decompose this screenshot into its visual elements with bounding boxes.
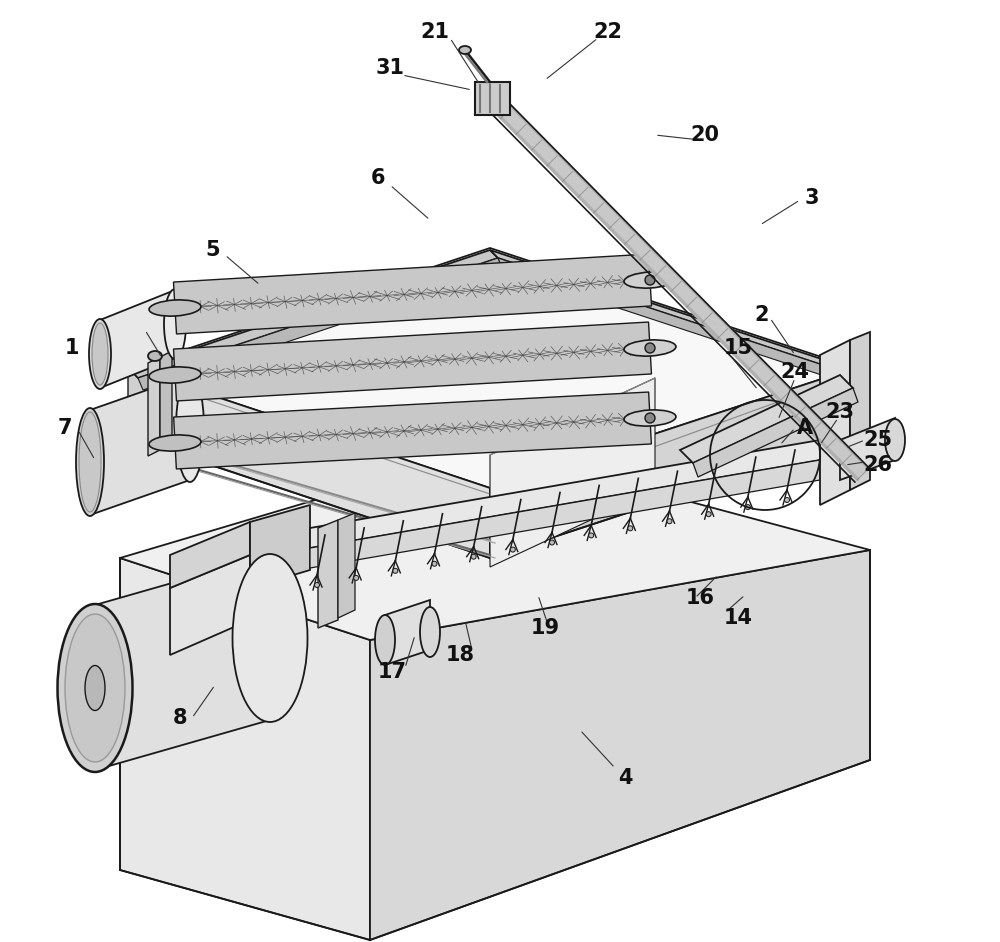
Polygon shape	[128, 360, 145, 455]
Ellipse shape	[393, 568, 398, 574]
Ellipse shape	[550, 540, 554, 545]
Ellipse shape	[745, 505, 750, 510]
Polygon shape	[138, 258, 503, 390]
Polygon shape	[310, 460, 820, 568]
Polygon shape	[120, 448, 870, 640]
Ellipse shape	[176, 374, 204, 482]
Ellipse shape	[459, 46, 471, 54]
Polygon shape	[680, 375, 853, 463]
Ellipse shape	[885, 419, 905, 461]
Text: 20: 20	[690, 125, 720, 145]
Ellipse shape	[624, 272, 676, 288]
Ellipse shape	[85, 665, 105, 710]
Ellipse shape	[471, 554, 476, 560]
Text: 24: 24	[780, 362, 810, 382]
Text: 5: 5	[206, 240, 220, 260]
Ellipse shape	[510, 547, 515, 552]
Text: 22: 22	[594, 22, 622, 42]
Ellipse shape	[232, 554, 308, 722]
Polygon shape	[840, 360, 857, 455]
Text: 3: 3	[805, 188, 819, 208]
Text: 26: 26	[864, 455, 893, 475]
Ellipse shape	[624, 410, 676, 426]
Ellipse shape	[354, 576, 359, 580]
Text: 2: 2	[755, 305, 769, 325]
Ellipse shape	[76, 408, 104, 516]
Polygon shape	[693, 388, 858, 477]
Ellipse shape	[624, 340, 676, 356]
Polygon shape	[174, 392, 651, 469]
Ellipse shape	[645, 343, 655, 353]
Ellipse shape	[667, 519, 672, 524]
Ellipse shape	[79, 412, 101, 512]
Polygon shape	[370, 550, 870, 940]
Ellipse shape	[314, 582, 320, 588]
Ellipse shape	[149, 366, 201, 383]
Polygon shape	[160, 351, 172, 450]
Polygon shape	[318, 520, 338, 628]
Text: 23: 23	[826, 402, 854, 422]
Ellipse shape	[149, 435, 201, 451]
Ellipse shape	[149, 300, 201, 317]
Polygon shape	[850, 332, 870, 490]
Polygon shape	[498, 258, 867, 390]
Text: 7: 7	[58, 418, 72, 438]
Ellipse shape	[420, 607, 440, 657]
Polygon shape	[170, 555, 250, 655]
Polygon shape	[90, 375, 190, 515]
Polygon shape	[95, 555, 270, 770]
Text: 8: 8	[173, 708, 187, 728]
Polygon shape	[148, 357, 160, 456]
Ellipse shape	[784, 497, 790, 502]
Polygon shape	[310, 440, 820, 548]
Ellipse shape	[164, 289, 186, 359]
Text: 1: 1	[65, 338, 79, 358]
Text: 6: 6	[371, 168, 385, 188]
Polygon shape	[840, 418, 895, 480]
Ellipse shape	[589, 533, 594, 538]
Polygon shape	[475, 82, 510, 115]
Text: 19: 19	[530, 618, 560, 638]
Ellipse shape	[706, 512, 711, 516]
Ellipse shape	[375, 615, 395, 665]
Polygon shape	[490, 368, 855, 558]
Ellipse shape	[432, 561, 437, 566]
Text: 4: 4	[618, 768, 632, 788]
Polygon shape	[130, 250, 498, 378]
Polygon shape	[490, 250, 862, 378]
Ellipse shape	[645, 413, 655, 423]
Ellipse shape	[92, 323, 108, 385]
Text: 16: 16	[686, 588, 714, 608]
Polygon shape	[120, 558, 370, 940]
Polygon shape	[820, 340, 850, 505]
Polygon shape	[490, 378, 655, 567]
Text: 15: 15	[723, 338, 753, 358]
Polygon shape	[385, 600, 430, 665]
Polygon shape	[130, 248, 855, 488]
Polygon shape	[173, 254, 652, 334]
Text: 31: 31	[376, 58, 404, 78]
Text: 14: 14	[724, 608, 753, 628]
Text: 21: 21	[420, 22, 450, 42]
Text: 18: 18	[446, 645, 475, 665]
Ellipse shape	[89, 319, 111, 389]
Polygon shape	[250, 505, 310, 588]
Polygon shape	[338, 513, 355, 618]
Ellipse shape	[645, 275, 655, 285]
Text: A: A	[797, 418, 813, 438]
Polygon shape	[100, 290, 175, 388]
Ellipse shape	[65, 614, 125, 762]
Polygon shape	[130, 368, 490, 558]
Text: 25: 25	[863, 430, 893, 450]
Ellipse shape	[58, 604, 132, 772]
Polygon shape	[170, 522, 250, 588]
Ellipse shape	[628, 526, 633, 531]
Text: 17: 17	[378, 662, 406, 682]
Polygon shape	[174, 322, 651, 401]
Ellipse shape	[148, 351, 162, 361]
